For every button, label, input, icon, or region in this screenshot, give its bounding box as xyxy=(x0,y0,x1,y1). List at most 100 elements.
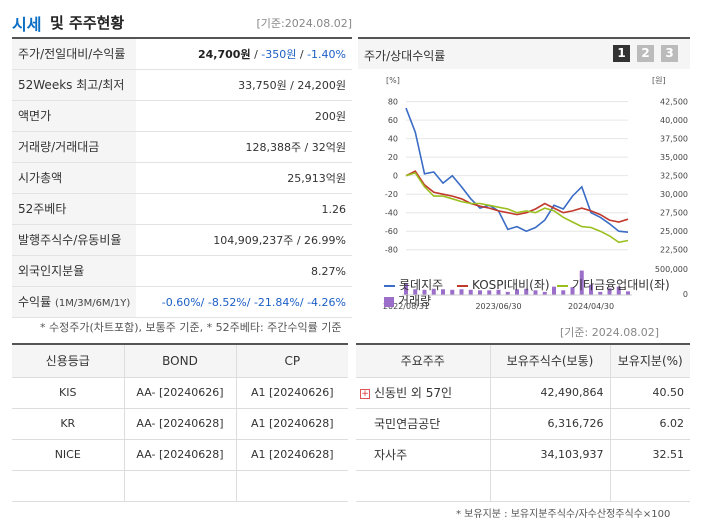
table-row: 거래량/거래대금 128,388주 / 32억원 xyxy=(12,132,352,163)
legend-item-main: 롯데지주 xyxy=(384,276,443,293)
stock-chart: [%] [원] 80 60 40 20 0 -20 -40 -60 -80 42,500 40,000 3… xyxy=(383,76,688,311)
left-tick-label: -60 xyxy=(385,227,398,236)
column-header: 신용등급 xyxy=(12,344,124,378)
row-value: 8.27% xyxy=(311,265,346,278)
series-line-3 xyxy=(405,171,629,244)
cp-cell: A1 [20240628] xyxy=(235,408,348,440)
table-row: 국민연금공단 6,316,726 6.02 xyxy=(356,408,690,440)
row-value: 25,913억원 xyxy=(287,172,346,185)
holder-name-cell: + 신동빈 외 57인 xyxy=(356,377,490,409)
right-tick-label: 22,500 xyxy=(660,246,688,255)
price-table-footnote: * 수정주가(차트포함), 보통주 기준, * 52주베타: 주간수익률 기준 xyxy=(40,321,342,334)
chart-tab-2[interactable]: 2 xyxy=(637,45,654,62)
credit-rating-table: 신용등급 BOND CP KIS AA- [20240626] A1 [2024… xyxy=(12,343,348,502)
price-change-value: 24,700원 / -350원 / -1.40% xyxy=(136,39,352,69)
agency-cell xyxy=(12,470,124,502)
table-row: 52Weeks 최고/최저 33,750원 / 24,200원 xyxy=(12,70,352,101)
legend-label: 기타금융업대비(좌) xyxy=(572,278,670,292)
shares-cell: 42,490,864 xyxy=(489,377,610,409)
row-label-text: 수익률 xyxy=(18,295,52,309)
legend-swatch xyxy=(384,296,394,307)
right-axis-unit: [원] xyxy=(652,76,666,85)
left-tick-label: -40 xyxy=(385,209,398,218)
volume-bar xyxy=(431,288,436,295)
volume-bar xyxy=(579,270,584,295)
legend-item-kospi: KOSPI대비(좌) xyxy=(457,276,550,293)
table-row: 외국인지분율 8.27% xyxy=(12,256,352,287)
current-price: 24,700원 xyxy=(198,48,251,61)
legend-item-volume: 거래량 xyxy=(384,292,431,309)
shares-cell xyxy=(489,470,610,502)
left-tick-label: 40 xyxy=(388,135,398,144)
x-tick-label: 2023/06/30 xyxy=(475,302,521,311)
chart-tab-1[interactable]: 1 xyxy=(613,45,630,62)
section-header: 시세 및 주주현황 [기준:2024.08.02] xyxy=(12,8,352,34)
section-subtitle: 및 주주현황 xyxy=(50,14,125,32)
right-tick-label: 25,000 xyxy=(660,227,688,236)
volume-bar xyxy=(607,288,612,295)
stake-cell: 6.02 xyxy=(609,408,690,440)
legend-label: KOSPI대비(좌) xyxy=(472,278,550,292)
volume-bar xyxy=(422,289,427,295)
chart-header: 주가/상대수익률 1 2 3 xyxy=(358,39,690,69)
table-row: KIS AA- [20240626] A1 [20240626] xyxy=(12,377,348,409)
separator: / xyxy=(250,48,262,61)
table-row: + 신동빈 외 57인 42,490,864 40.50 xyxy=(356,377,690,409)
chart-tab-3[interactable]: 3 xyxy=(661,45,678,62)
table-row: 주가/전일대비/수익률 24,700원 / -350원 / -1.40% xyxy=(12,39,352,70)
bond-cell xyxy=(123,470,236,502)
holder-name-cell: 국민연금공단 xyxy=(356,408,490,440)
right-tick-label: 40,000 xyxy=(660,116,688,125)
row-value: 200원 xyxy=(314,110,346,123)
volume-bar xyxy=(542,291,547,295)
legend-swatch xyxy=(557,284,568,287)
column-header: 보유주식수(보통) xyxy=(489,344,610,378)
table-row xyxy=(356,470,690,502)
row-value: 33,750원 / 24,200원 xyxy=(238,79,346,92)
series-line-2 xyxy=(405,170,629,223)
left-tick-label: 0 xyxy=(393,172,398,181)
row-label: 외국인지분율 xyxy=(12,256,136,286)
table-row: 52주베타 1.26 xyxy=(12,194,352,225)
row-label-period: (1M/3M/6M/1Y) xyxy=(54,298,131,309)
agency-cell: KIS xyxy=(12,377,124,409)
holder-name-cell: 자사주 xyxy=(356,439,490,471)
left-tick-label: 60 xyxy=(388,116,398,125)
volume-bar xyxy=(570,287,575,295)
cp-cell: A1 [20240628] xyxy=(235,439,348,471)
series-line-1 xyxy=(405,107,629,233)
shareholders-footnote: * 보유지분 : 보유지분주식수/자수산정주식수×100 xyxy=(456,509,671,520)
expand-plus-icon[interactable]: + xyxy=(360,388,370,399)
table-row: 발행주식수/유동비율 104,909,237주 / 26.99% xyxy=(12,225,352,256)
volume-bar xyxy=(413,289,418,295)
chart-title: 주가/상대수익률 xyxy=(364,49,446,63)
volume-tick-label: 500,000 xyxy=(655,265,688,274)
table-row: 자사주 34,103,937 32.51 xyxy=(356,439,690,471)
volume-bar xyxy=(505,291,510,295)
table-row: 액면가 200원 xyxy=(12,101,352,132)
right-tick-label: 30,000 xyxy=(660,190,688,199)
row-value: 1.26 xyxy=(321,203,347,216)
cp-cell: A1 [20240626] xyxy=(235,377,348,409)
volume-bar xyxy=(533,290,538,295)
column-header: CP xyxy=(235,344,348,378)
table-row: NICE AA- [20240628] A1 [20240628] xyxy=(12,439,348,471)
holder-name[interactable]: 신동빈 외 57인 xyxy=(374,386,453,400)
shareholders-table: 주요주주 보유주식수(보통) 보유지분(%) + 신동빈 외 57인 42,490… xyxy=(356,343,690,502)
bond-cell: AA- [20240628] xyxy=(123,408,236,440)
bond-cell: AA- [20240628] xyxy=(123,439,236,471)
column-header: BOND xyxy=(123,344,236,378)
volume-bar xyxy=(459,289,464,295)
row-label: 거래량/거래대금 xyxy=(12,132,136,162)
column-header: 보유지분(%) xyxy=(609,344,690,378)
left-tick-label: 20 xyxy=(388,153,398,162)
price-change-pct: -1.40% xyxy=(307,48,346,61)
reference-date: [기준:2024.08.02] xyxy=(256,17,352,30)
holder-name-cell xyxy=(356,470,490,502)
stake-cell xyxy=(609,470,690,502)
agency-cell: NICE xyxy=(12,439,124,471)
volume-bar xyxy=(515,289,519,295)
separator: / xyxy=(296,48,308,61)
left-tick-label: 80 xyxy=(388,98,398,107)
volume-bar xyxy=(616,286,621,295)
